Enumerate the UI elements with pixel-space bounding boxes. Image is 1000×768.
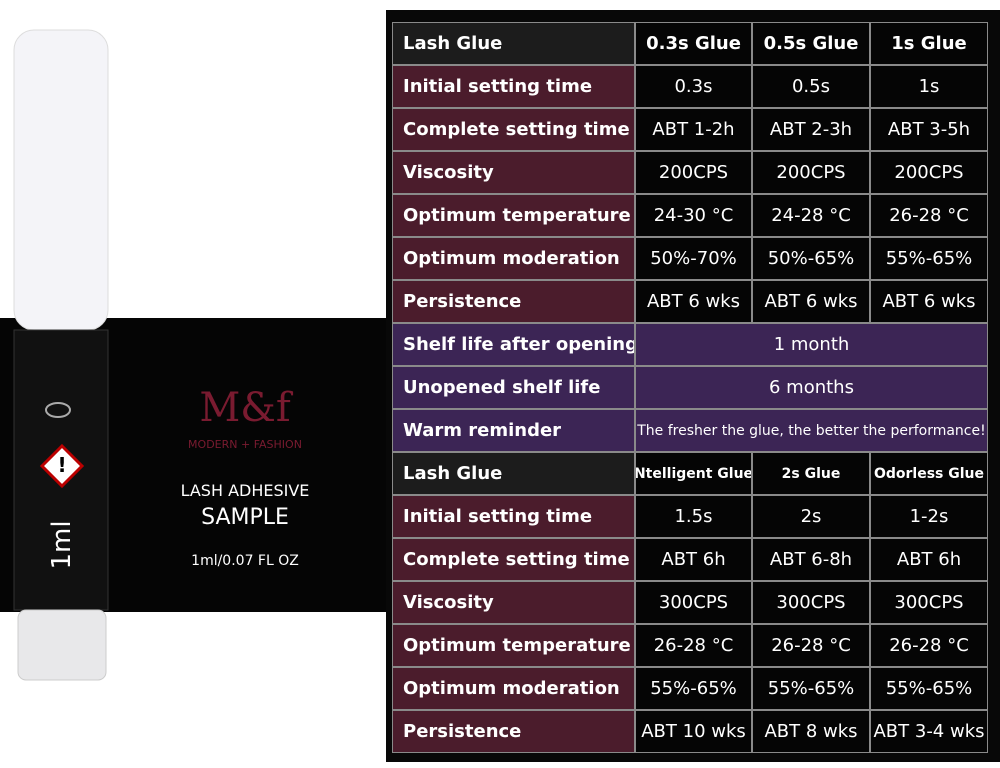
value-cell: 55%-65%	[870, 667, 988, 710]
logo: M&f	[199, 385, 291, 431]
value-cell: 26-28 °C	[752, 624, 870, 667]
value-cell: ABT 6 wks	[752, 280, 870, 323]
value-cell: ABT 3-5h	[870, 108, 988, 151]
value-cell: The fresher the glue, the better the per…	[635, 409, 988, 452]
value-cell: 0.5s	[752, 65, 870, 108]
label-cell: Warm reminder	[392, 409, 635, 452]
value-cell: 55%-65%	[635, 667, 752, 710]
value-cell: 2s	[752, 495, 870, 538]
value-cell: 6 months	[635, 366, 988, 409]
value-cell: 1s	[870, 65, 988, 108]
value-cell: 26-28 °C	[870, 624, 988, 667]
value-cell: ABT 3-4 wks	[870, 710, 988, 753]
brand: MODERN + FASHION	[188, 438, 302, 451]
value-cell: 200CPS	[870, 151, 988, 194]
header-cell: 0.5s Glue	[752, 22, 870, 65]
value-cell: 26-28 °C	[870, 194, 988, 237]
value-cell: ABT 6 wks	[870, 280, 988, 323]
value-cell: 1 month	[635, 323, 988, 366]
svg-text:!: !	[57, 453, 66, 477]
value-cell: 300CPS	[870, 581, 988, 624]
value-cell: ABT 6h	[635, 538, 752, 581]
label-cell: Persistence	[392, 710, 635, 753]
value-cell: ABT 1-2h	[635, 108, 752, 151]
value-cell: 55%-65%	[870, 237, 988, 280]
spec-table: Lash Glue 0.3s Glue 0.5s Glue 1s Glue Initia…	[386, 10, 1000, 762]
product-tube: ! 1ml	[13, 29, 109, 681]
label-cell: Initial setting time	[392, 495, 635, 538]
value-cell: ABT 6 wks	[635, 280, 752, 323]
value-cell: ABT 6-8h	[752, 538, 870, 581]
label-cell: Optimum moderation	[392, 237, 635, 280]
value-cell: 50%-70%	[635, 237, 752, 280]
value-cell: 200CPS	[752, 151, 870, 194]
product-name: SAMPLE	[201, 505, 289, 530]
value-cell: 200CPS	[635, 151, 752, 194]
value-cell: 24-30 °C	[635, 194, 752, 237]
value-cell: 24-28 °C	[752, 194, 870, 237]
label-cell: Complete setting time	[392, 538, 635, 581]
label-cell: Optimum temperature	[392, 194, 635, 237]
product-line: LASH ADHESIVE	[180, 481, 310, 500]
value-cell: 1.5s	[635, 495, 752, 538]
tube-label: 1ml	[47, 520, 77, 569]
value-cell: 26-28 °C	[635, 624, 752, 667]
header-cell: Ntelligent Glue	[635, 452, 752, 495]
label-cell: Unopened shelf life	[392, 366, 635, 409]
header-cell: Odorless Glue	[870, 452, 988, 495]
label-cell: Persistence	[392, 280, 635, 323]
header-cell: Lash Glue	[392, 452, 635, 495]
label-cell: Viscosity	[392, 151, 635, 194]
value-cell: 300CPS	[635, 581, 752, 624]
header-cell: Lash Glue	[392, 22, 635, 65]
label-cell: Viscosity	[392, 581, 635, 624]
label-cell: Shelf life after opening	[392, 323, 635, 366]
header-cell: 2s Glue	[752, 452, 870, 495]
value-cell: ABT 6h	[870, 538, 988, 581]
label-cell: Optimum temperature	[392, 624, 635, 667]
value-cell: 50%-65%	[752, 237, 870, 280]
value-cell: 1-2s	[870, 495, 988, 538]
value-cell: ABT 8 wks	[752, 710, 870, 753]
value-cell: 0.3s	[635, 65, 752, 108]
value-cell: ABT 2-3h	[752, 108, 870, 151]
volume: 1ml/0.07 FL OZ	[191, 553, 299, 569]
value-cell: 300CPS	[752, 581, 870, 624]
label-cell: Optimum moderation	[392, 667, 635, 710]
value-cell: 55%-65%	[752, 667, 870, 710]
label-cell: Initial setting time	[392, 65, 635, 108]
header-cell: 1s Glue	[870, 22, 988, 65]
label-cell: Complete setting time	[392, 108, 635, 151]
value-cell: ABT 10 wks	[635, 710, 752, 753]
header-cell: 0.3s Glue	[635, 22, 752, 65]
